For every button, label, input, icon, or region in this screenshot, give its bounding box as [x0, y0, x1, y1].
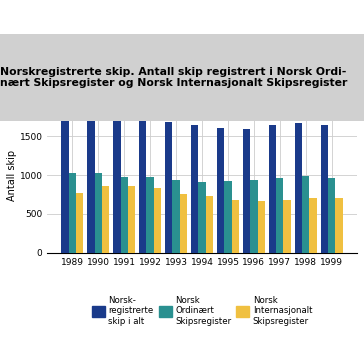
Bar — [102, 186, 109, 253]
Bar — [284, 200, 291, 253]
Bar — [87, 107, 95, 253]
Bar — [154, 187, 161, 253]
Bar — [139, 115, 146, 253]
Bar — [198, 182, 206, 253]
Bar — [95, 173, 102, 253]
Bar — [165, 122, 173, 253]
Bar — [224, 181, 232, 253]
Legend: Norsk-
registrerte
skip i alt, Norsk
Ordinært
Skipsregister, Norsk
Internasjonal: Norsk- registrerte skip i alt, Norsk Ord… — [88, 292, 316, 329]
Bar — [276, 178, 284, 253]
Bar — [258, 201, 265, 253]
Bar — [321, 125, 328, 253]
Bar — [335, 199, 343, 253]
Bar — [328, 178, 335, 253]
Bar — [206, 196, 213, 253]
Bar — [309, 198, 317, 253]
Bar — [250, 180, 258, 253]
Bar — [302, 176, 309, 253]
Bar — [217, 128, 224, 253]
Bar — [269, 125, 276, 253]
Bar — [120, 177, 128, 253]
Bar — [76, 192, 83, 253]
Bar — [191, 125, 198, 253]
Bar — [180, 194, 187, 253]
Bar — [243, 129, 250, 253]
Bar — [113, 112, 120, 253]
Bar — [295, 123, 302, 253]
Bar — [69, 173, 76, 253]
Bar — [232, 200, 239, 253]
Y-axis label: Antall skip: Antall skip — [7, 149, 17, 201]
Bar — [62, 115, 69, 253]
Text: Norskregistrerte skip. Antall skip registrert i Norsk Ordi-
nært Skipsregister o: Norskregistrerte skip. Antall skip regis… — [0, 67, 347, 88]
Bar — [128, 186, 135, 253]
Bar — [146, 177, 154, 253]
Bar — [173, 180, 180, 253]
